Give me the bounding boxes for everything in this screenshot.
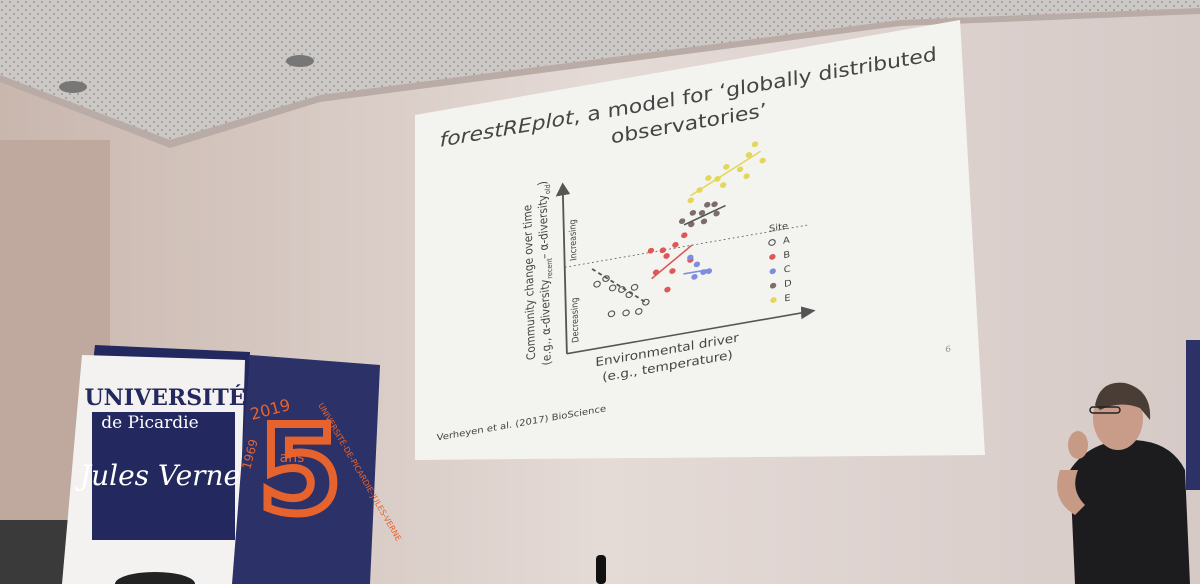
furniture bbox=[0, 520, 70, 584]
legend-label: B bbox=[783, 250, 790, 261]
legend-label: D bbox=[784, 278, 792, 290]
region-label: Increasing bbox=[568, 218, 580, 261]
ceiling-light bbox=[59, 81, 87, 93]
banner-location: de Picardie bbox=[101, 413, 198, 433]
banner-far-right bbox=[1186, 340, 1200, 490]
legend-swatch bbox=[769, 268, 776, 275]
site-d-points bbox=[678, 201, 726, 228]
y-label-sub: old bbox=[544, 184, 553, 195]
legend-swatch bbox=[770, 297, 777, 303]
legend-title: Site bbox=[769, 221, 789, 235]
presenter bbox=[1057, 382, 1190, 584]
x-axis bbox=[566, 306, 816, 355]
region-label: Decreasing bbox=[570, 297, 582, 344]
y-axis-label: Community change over time bbox=[521, 204, 539, 362]
y-axis-label: (e.g., α-diversityrecent– α-diversityold… bbox=[536, 180, 557, 367]
site-a-points bbox=[591, 268, 650, 318]
y-label-part: (e.g., α-diversity bbox=[538, 278, 554, 366]
y-label-sub: recent bbox=[545, 257, 554, 279]
microphone bbox=[596, 555, 606, 584]
banner-anniversary-unit: ans bbox=[280, 450, 305, 466]
legend-label: E bbox=[784, 293, 791, 304]
y-axis bbox=[555, 182, 571, 354]
projected-slide bbox=[415, 20, 985, 460]
foreground-object bbox=[115, 572, 195, 584]
legend-swatch bbox=[768, 239, 776, 246]
legend-label: A bbox=[783, 235, 791, 246]
banner-anniversary: 5 bbox=[258, 402, 342, 541]
y-label-part: – α-diversity bbox=[536, 194, 551, 261]
banner-university: UNIVERSITÉ bbox=[84, 384, 245, 411]
ceiling bbox=[0, 0, 1200, 140]
site-c-points bbox=[683, 254, 713, 280]
banner-logo-box bbox=[92, 412, 235, 540]
banner-right bbox=[232, 355, 380, 584]
banner-name: Jules Verne bbox=[75, 459, 240, 492]
legend-label: C bbox=[784, 264, 792, 275]
y-label-part: ) bbox=[536, 180, 550, 186]
page-number: 6 bbox=[945, 345, 951, 355]
site-e-points bbox=[687, 141, 766, 204]
legend-swatch bbox=[769, 282, 777, 289]
legend-swatch bbox=[769, 254, 776, 260]
ceiling-light bbox=[286, 55, 314, 67]
